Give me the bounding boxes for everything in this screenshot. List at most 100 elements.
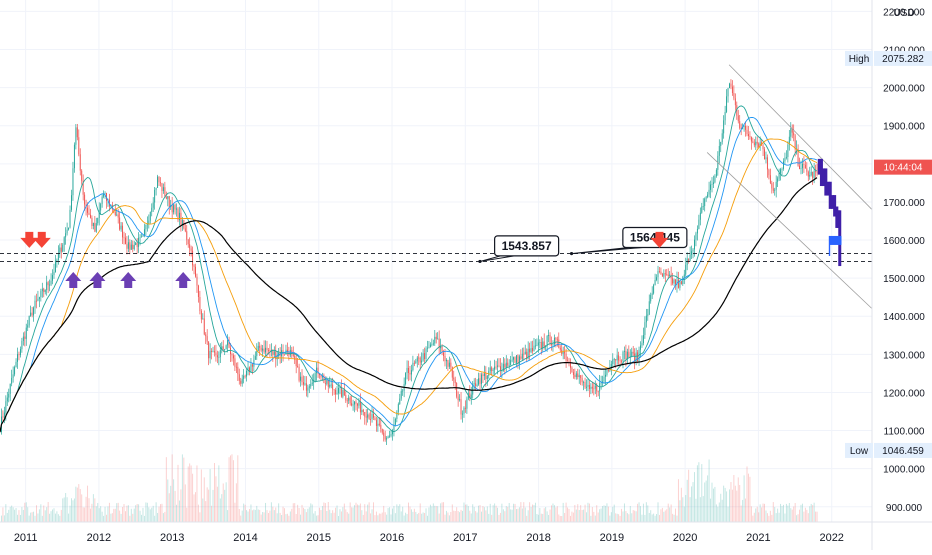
volume-bar	[229, 457, 230, 522]
volume-bar	[199, 512, 200, 522]
volume-bar	[226, 482, 227, 522]
price-chart[interactable]: 1564.445 1543.857 900.000 1000.000 1100.000…	[0, 0, 932, 550]
candle-body	[198, 286, 199, 297]
volume-bar	[801, 505, 802, 522]
volume-bar	[482, 506, 483, 522]
volume-bar	[252, 510, 253, 522]
volume-bar	[46, 507, 47, 522]
candle-body	[548, 335, 549, 336]
volume-bar	[268, 513, 269, 522]
volume-bar	[774, 507, 775, 522]
volume-bar	[11, 506, 12, 522]
volume-bar	[366, 511, 367, 522]
volume-bar	[666, 509, 667, 522]
volume-bar	[606, 503, 607, 522]
candle-body	[377, 424, 378, 426]
volume-bar	[500, 513, 501, 522]
volume-bar	[94, 498, 95, 522]
candle-body	[462, 414, 463, 415]
volume-bar	[491, 515, 492, 522]
candle-body	[135, 243, 136, 245]
volume-bar	[790, 508, 791, 522]
candle-body	[226, 345, 227, 349]
volume-bar	[713, 489, 714, 522]
volume-bar	[180, 489, 181, 522]
candle-body	[243, 376, 244, 379]
candle-body	[633, 352, 634, 354]
candle-body	[234, 358, 235, 366]
volume-bar	[744, 475, 745, 522]
candle-body	[172, 205, 173, 212]
volume-bar	[468, 506, 469, 522]
candle-body	[710, 185, 711, 190]
volume-bar	[681, 488, 682, 522]
candle-body	[751, 137, 752, 141]
candle-body	[414, 363, 415, 364]
volume-bar	[655, 516, 656, 522]
candle-body	[297, 366, 298, 367]
candle-body	[669, 275, 670, 276]
candle-body	[646, 316, 647, 323]
candle-body	[693, 249, 694, 251]
volume-bar	[150, 509, 151, 522]
volume-bar	[443, 502, 444, 522]
volume-bar	[361, 510, 362, 522]
volume-bar	[477, 513, 478, 522]
volume-bar	[407, 514, 408, 522]
candle-body	[593, 388, 594, 389]
candle-body	[18, 354, 19, 355]
volume-bar	[56, 511, 57, 522]
volume-bar	[87, 486, 88, 522]
candle-body	[801, 168, 802, 169]
candle-body	[560, 348, 561, 350]
y-tick-label: 1100.000	[884, 427, 925, 438]
candle-body	[787, 145, 788, 157]
volume-bar	[89, 498, 90, 522]
volume-bar	[557, 506, 558, 522]
candle-body	[164, 187, 165, 197]
volume-bar	[571, 512, 572, 522]
volume-bar	[532, 505, 533, 522]
axes: 900.0001000.0001100.0001200.0001300.0001…	[0, 0, 932, 550]
candle-body	[27, 325, 28, 327]
candle-body	[96, 223, 97, 232]
candle-body	[370, 419, 371, 420]
volume-bar	[72, 500, 73, 522]
volume-bar	[195, 492, 196, 522]
candle-body	[81, 171, 82, 181]
candle-body	[420, 358, 421, 363]
volume-bar	[459, 512, 460, 522]
chart-svg[interactable]: 1564.4451543.857 900.0001000.0001100.000…	[0, 0, 932, 550]
candle-body	[23, 337, 24, 341]
volume-bar	[621, 509, 622, 522]
volume-bar	[669, 507, 670, 522]
candle-body	[173, 205, 174, 213]
candle-body	[700, 213, 701, 220]
candle-body	[237, 367, 238, 374]
candle-body	[354, 402, 355, 405]
candle-body	[374, 418, 375, 420]
volume-bar	[78, 484, 79, 522]
volume-bar	[717, 507, 718, 522]
volume-bar	[679, 500, 680, 522]
volume-bar	[264, 512, 265, 522]
volume-bar	[411, 509, 412, 522]
candle-body	[660, 272, 661, 275]
volume-bar	[605, 506, 606, 522]
volume-bar	[732, 490, 733, 522]
volume-bar	[353, 508, 354, 522]
volume-bar	[653, 514, 654, 522]
volume-bar	[431, 506, 432, 522]
candle-body	[520, 356, 521, 358]
volume-bar	[643, 504, 644, 522]
candle-body	[484, 373, 485, 376]
volume-bar	[77, 488, 78, 522]
candle-body	[11, 378, 12, 384]
volume-bar	[59, 516, 60, 522]
volume-bar	[624, 503, 625, 522]
volume-bar	[395, 513, 396, 522]
candle-body	[663, 273, 664, 276]
candle-body	[45, 290, 46, 292]
volume-bar	[700, 497, 701, 522]
candle-body	[415, 361, 416, 363]
